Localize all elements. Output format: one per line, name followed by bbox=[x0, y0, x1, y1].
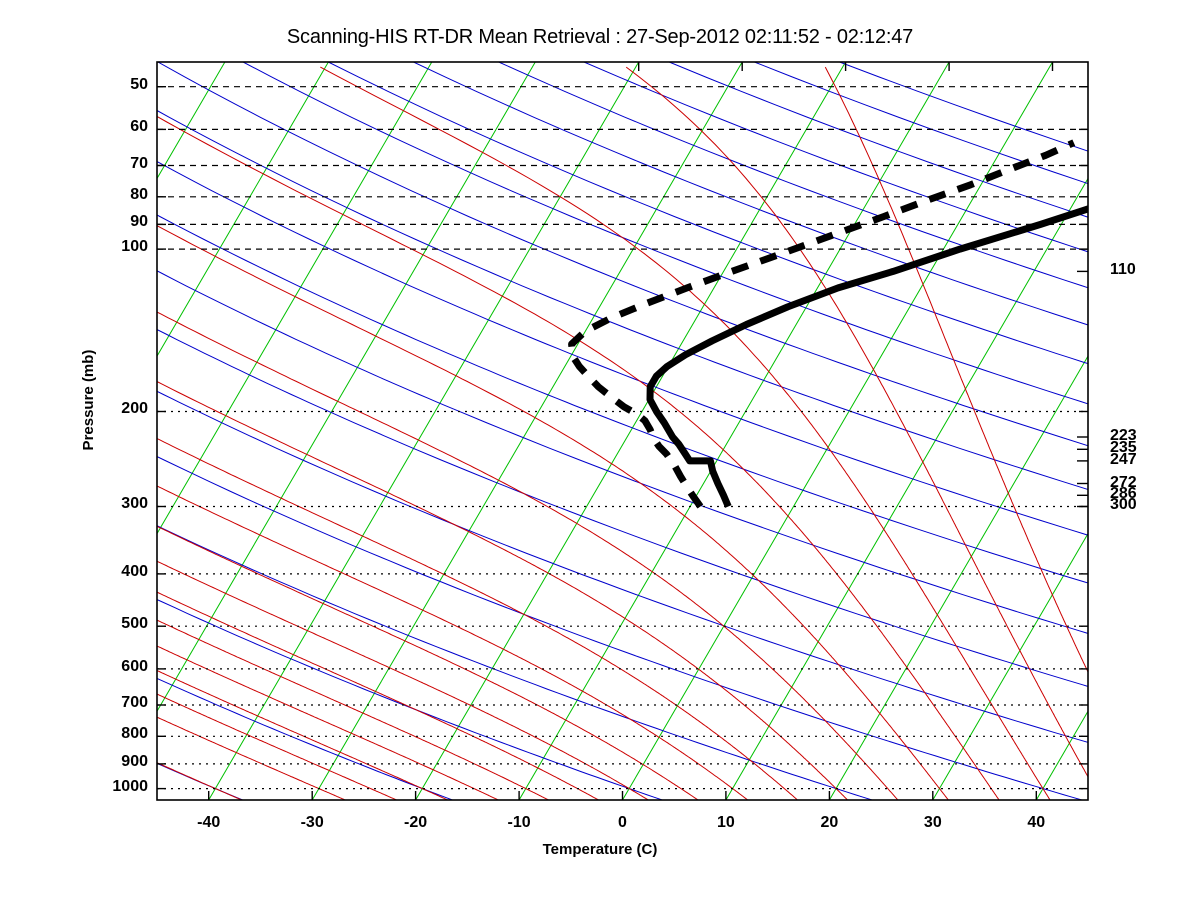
isotherm-line bbox=[725, 177, 1088, 800]
x-tick-label: -30 bbox=[300, 814, 324, 831]
y-tick-label: 300 bbox=[121, 495, 148, 513]
x-axis-label: Temperature (C) bbox=[542, 841, 658, 858]
dry-adiabat-line bbox=[157, 160, 1088, 536]
isotherm-line bbox=[415, 62, 847, 800]
dry-adiabat-line bbox=[157, 62, 1088, 447]
x-tick-label: 40 bbox=[1027, 814, 1046, 831]
moist-adiabat-line bbox=[157, 762, 242, 800]
dry-adiabat-line bbox=[157, 598, 663, 800]
y-tick-label: 700 bbox=[121, 694, 148, 711]
dry-adiabat-line bbox=[157, 525, 873, 800]
x-tick-label: 0 bbox=[618, 814, 627, 831]
isotherm-line bbox=[157, 62, 226, 180]
isotherm-line bbox=[518, 62, 950, 800]
dry-adiabat-line bbox=[328, 62, 1088, 365]
dry-adiabat-line bbox=[157, 455, 1082, 800]
dry-adiabat-line bbox=[413, 62, 1088, 326]
temperature-profile-curve bbox=[646, 205, 1088, 508]
y-axis-label: Pressure (mb) bbox=[80, 349, 97, 451]
dewpoint-profile-curve bbox=[568, 139, 1076, 509]
moist-adiabat-line bbox=[320, 66, 1051, 800]
moist-adiabat-line bbox=[157, 716, 346, 800]
moist-adiabat-line bbox=[0, 517, 33, 800]
x-tick-label: 30 bbox=[923, 814, 942, 831]
right-level-label: 272 bbox=[1110, 473, 1137, 491]
dry-adiabat-line bbox=[498, 62, 1088, 289]
isotherm-line bbox=[622, 62, 1053, 800]
dry-adiabat-line bbox=[157, 677, 453, 800]
x-tick-label: 20 bbox=[820, 814, 839, 831]
plot-border bbox=[156, 61, 1089, 801]
right-level-label: 223 bbox=[1110, 426, 1137, 444]
y-tick-label: 400 bbox=[121, 562, 148, 580]
isotherm-line bbox=[932, 532, 1088, 800]
x-tick-label: -10 bbox=[507, 814, 531, 831]
y-tick-label: 70 bbox=[130, 154, 148, 172]
isotherm-line bbox=[157, 62, 433, 535]
moist-adiabat-line bbox=[157, 437, 798, 800]
moist-adiabat-line bbox=[625, 66, 1088, 778]
moist-adiabat-line bbox=[157, 380, 848, 800]
dry-adiabat-line bbox=[157, 390, 1088, 743]
moist-adiabat-line bbox=[157, 669, 448, 800]
y-tick-label: 900 bbox=[121, 752, 148, 770]
isotherm-line bbox=[1140, 62, 1200, 800]
moist-adiabat-line bbox=[157, 225, 949, 800]
moist-adiabat-line bbox=[157, 311, 899, 800]
moist-adiabat-line bbox=[157, 525, 699, 800]
x-tick-label: -40 bbox=[197, 814, 221, 831]
page-title: Scanning-HIS RT-DR Mean Retrieval : 27-S… bbox=[286, 26, 914, 48]
y-tick-label: 200 bbox=[121, 400, 148, 418]
y-tick-label: 90 bbox=[130, 213, 148, 231]
isotherm-line bbox=[828, 355, 1088, 800]
y-tick-label: 100 bbox=[121, 238, 148, 256]
right-level-label: 235 bbox=[1110, 439, 1137, 457]
y-tick-label: 60 bbox=[130, 118, 148, 136]
dry-adiabat-line bbox=[0, 62, 33, 800]
dry-adiabat-line bbox=[157, 762, 243, 800]
y-tick-label: 50 bbox=[130, 75, 148, 93]
y-tick-label: 500 bbox=[121, 615, 148, 633]
moist-adiabat-line bbox=[157, 560, 649, 800]
dry-adiabat-line bbox=[157, 270, 1088, 634]
x-tick-label: 10 bbox=[717, 814, 735, 831]
y-tick-label: 1000 bbox=[112, 777, 148, 795]
x-tick-label: -20 bbox=[404, 814, 428, 831]
dry-adiabat-line bbox=[669, 62, 1088, 218]
isotherm-line bbox=[208, 62, 640, 800]
background-grid bbox=[0, 62, 1200, 800]
isotherm-line bbox=[0, 62, 122, 800]
moist-adiabat-line bbox=[157, 485, 748, 800]
y-tick-label: 800 bbox=[121, 725, 148, 743]
isotherm-line bbox=[0, 62, 18, 800]
moist-adiabat-line bbox=[157, 693, 397, 800]
right-level-label: 247 bbox=[1110, 450, 1137, 468]
right-level-label: 286 bbox=[1110, 485, 1137, 503]
right-level-label: 110 bbox=[1110, 261, 1136, 279]
moist-adiabat-line bbox=[157, 591, 599, 800]
isotherm-line bbox=[157, 62, 329, 358]
dry-adiabat-line bbox=[157, 328, 1088, 687]
y-tick-label: 80 bbox=[130, 185, 148, 203]
isotherm-line bbox=[157, 62, 536, 713]
tick-marks bbox=[157, 62, 1088, 800]
moist-adiabat-line bbox=[157, 645, 499, 800]
right-level-label: 300 bbox=[1110, 496, 1137, 514]
dry-adiabat-line bbox=[157, 214, 1088, 584]
moist-adiabat-line bbox=[824, 66, 1088, 674]
isotherm-line bbox=[311, 62, 743, 800]
dry-adiabat-line bbox=[157, 109, 1088, 490]
moist-adiabat-line bbox=[0, 480, 137, 800]
dry-adiabat-line bbox=[242, 62, 1088, 405]
y-tick-label: 600 bbox=[121, 657, 148, 675]
moist-adiabat-line bbox=[157, 115, 1000, 800]
